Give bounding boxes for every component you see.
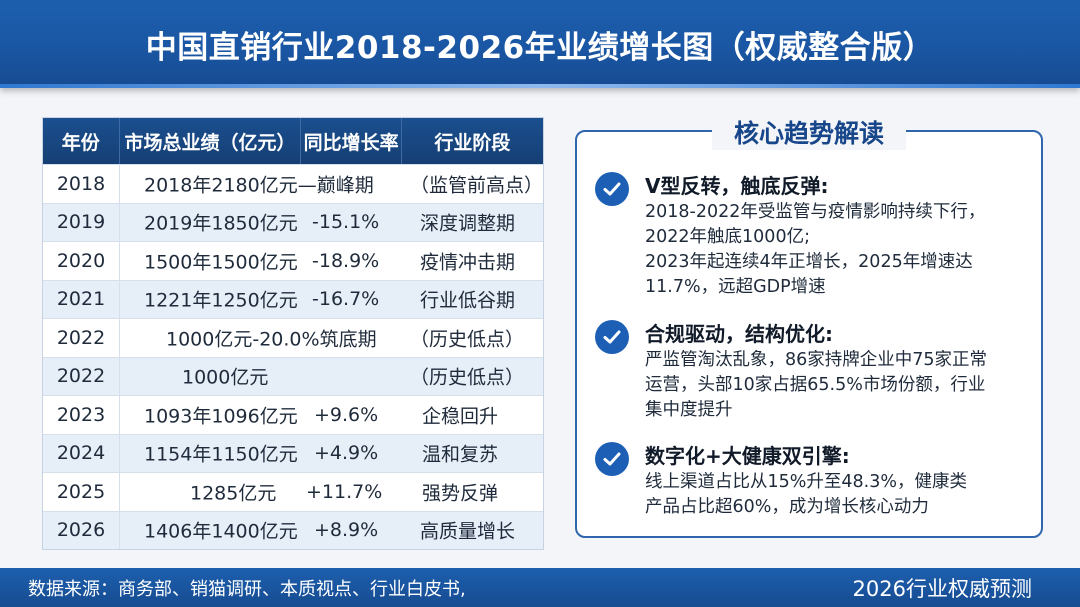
checkmark-icon: [595, 320, 629, 354]
table-row: 2026 1406年1400亿元 +8.9% 高质量增长: [43, 510, 543, 550]
row-note: （历史低点）: [410, 366, 525, 389]
year-cell: 2021: [43, 280, 120, 318]
year-cell: 2025: [43, 473, 120, 511]
row-content: 1500年1500亿元 -18.9% 疫情冲击期: [120, 242, 543, 280]
table-header: 年份 市场总业绩（亿元） 同比增长率 行业阶段: [43, 118, 543, 164]
row-note: （监管前高点）: [410, 174, 544, 197]
trend-line: 线上渠道占比从15%升至48.3%，健康类: [645, 472, 967, 492]
trend-line: 运营，头部10家占据65.5%市场份额，行业: [645, 375, 986, 395]
table-row: 2023 1093年1096亿元 +9.6% 企稳回升: [43, 395, 543, 434]
page-title: 中国直销行业2018-2026年业绩增长图（权威整合版）: [145, 30, 935, 66]
trend-line: 集中度提升: [645, 400, 733, 420]
table-row: 2021 1221年1250亿元 -16.7% 行业低谷期: [43, 279, 543, 319]
year-cell: 2024: [43, 434, 120, 472]
header-banner: 中国直销行业2018-2026年业绩增长图（权威整合版）: [0, 0, 1080, 88]
total-value: 1000亿元: [182, 366, 269, 389]
year-cell: 2023: [43, 396, 120, 434]
table-row: 2022 1000亿元-20.0%筑底期 （历史低点）: [43, 318, 543, 357]
performance-table: 年份 市场总业绩（亿元） 同比增长率 行业阶段 2018 2018年2180亿元…: [42, 117, 544, 550]
table-row: 2020 1500年1500亿元 -18.9% 疫情冲击期: [43, 241, 543, 280]
table-row: 2024 1154年1150亿元 +4.9% 温和复苏: [43, 433, 543, 473]
data-source: 数据来源：商务部、销猫调研、本质视点、行业白皮书,: [28, 579, 466, 600]
forecast-label: 2026行业权威预测: [852, 577, 1032, 601]
trend-line: 产品占比超60%，成为增长核心动力: [645, 497, 929, 517]
total-value: 1500年1500亿元: [144, 251, 298, 274]
table-row: 2018 2018年2180亿元—巅峰期 （监管前高点）: [43, 164, 543, 203]
table-row: 2025 1285亿元 +11.7% 强势反弹: [43, 472, 543, 511]
growth-value: +11.7%: [306, 480, 383, 503]
trend-body: 严监管淘汰乱象，86家持牌企业中75家正常 运营，头部10家占据65.5%市场份…: [645, 348, 1025, 423]
row-content: 1093年1096亿元 +9.6% 企稳回升: [120, 396, 543, 434]
row-note: （历史低点）: [410, 328, 525, 351]
year-cell: 2022: [43, 357, 120, 395]
growth-value: -16.7%: [312, 288, 380, 311]
stage-value: 疫情冲击期: [420, 251, 516, 274]
trend-line: 11.7%，远超GDP增速: [645, 277, 826, 297]
growth-value: +9.6%: [314, 403, 379, 426]
checkmark-icon: [595, 442, 629, 476]
year-cell: 2022: [43, 319, 120, 357]
row-text: 2018年2180亿元—巅峰期: [144, 174, 374, 197]
row-content: 2019年1850亿元 -15.1% 深度调整期: [120, 204, 543, 242]
header-growth: 同比增长率: [301, 118, 402, 164]
trend-body: 2018-2022年受监管与疫情影响持续下行， 2022年触底1000亿; 20…: [645, 200, 1025, 300]
row-content: 1406年1400亿元 +8.9% 高质量增长: [120, 512, 543, 550]
row-content: 1000亿元-20.0%筑底期 （历史低点）: [120, 319, 543, 357]
header-total: 市场总业绩（亿元）: [120, 118, 302, 164]
trend-heading: 数字化+大健康双引擎:: [645, 444, 850, 468]
total-value: 1221年1250亿元: [144, 289, 298, 312]
growth-value: -18.9%: [312, 249, 380, 272]
stage-value: 行业低谷期: [420, 289, 516, 312]
year-cell: 2018: [43, 165, 120, 203]
stage-value: 企稳回升: [422, 405, 499, 428]
row-text: 1000亿元-20.0%筑底期: [166, 328, 377, 351]
stage-value: 温和复苏: [422, 443, 499, 466]
trend-line: 2022年触底1000亿;: [645, 227, 810, 247]
trend-line: 2023年起连续4年正增长，2025年增速达: [645, 252, 973, 272]
year-cell: 2019: [43, 203, 120, 241]
row-content: 1000亿元 （历史低点）: [120, 358, 543, 396]
year-cell: 2026: [43, 511, 120, 549]
trend-heading: 合规驱动，结构优化:: [645, 322, 833, 346]
row-content: 2018年2180亿元—巅峰期 （监管前高点）: [120, 165, 543, 203]
trend-body: 线上渠道占比从15%升至48.3%，健康类 产品占比超60%，成为增长核心动力: [645, 470, 1025, 520]
row-content: 1221年1250亿元 -16.7% 行业低谷期: [120, 281, 543, 319]
footer-bar: 数据来源：商务部、销猫调研、本质视点、行业白皮书, 2026行业权威预测: [0, 568, 1080, 607]
core-trends-panel: 核心趋势解读 V型反转，触底反弹: 2018-2022年受监管与疫情影响持续下行…: [575, 114, 1043, 538]
growth-value: -15.1%: [312, 211, 380, 234]
stage-value: 强势反弹: [422, 482, 499, 505]
total-value: 1154年1150亿元: [144, 443, 298, 466]
row-content: 1154年1150亿元 +4.9% 温和复苏: [120, 435, 543, 473]
trend-line: 严监管淘汰乱象，86家持牌企业中75家正常: [645, 350, 988, 370]
growth-value: +8.9%: [314, 519, 379, 542]
year-cell: 2020: [43, 242, 120, 280]
checkmark-icon: [595, 172, 629, 206]
total-value: 1406年1400亿元: [144, 520, 298, 543]
total-value: 1093年1096亿元: [144, 405, 298, 428]
panel-title: 核心趋势解读: [711, 114, 907, 150]
stage-value: 深度调整期: [420, 212, 516, 235]
growth-value: +4.9%: [314, 442, 379, 465]
header-year: 年份: [43, 118, 120, 164]
trend-heading: V型反转，触底反弹:: [645, 174, 829, 198]
stage-value: 高质量增长: [420, 520, 516, 543]
trend-line: 2018-2022年受监管与疫情影响持续下行，: [645, 202, 986, 222]
row-content: 1285亿元 +11.7% 强势反弹: [120, 473, 543, 511]
header-stage: 行业阶段: [434, 131, 511, 154]
table-row: 2022 1000亿元 （历史低点）: [43, 356, 543, 396]
table-row: 2019 2019年1850亿元 -15.1% 深度调整期: [43, 202, 543, 242]
total-value: 1285亿元: [190, 482, 277, 505]
total-value: 2019年1850亿元: [144, 212, 298, 235]
